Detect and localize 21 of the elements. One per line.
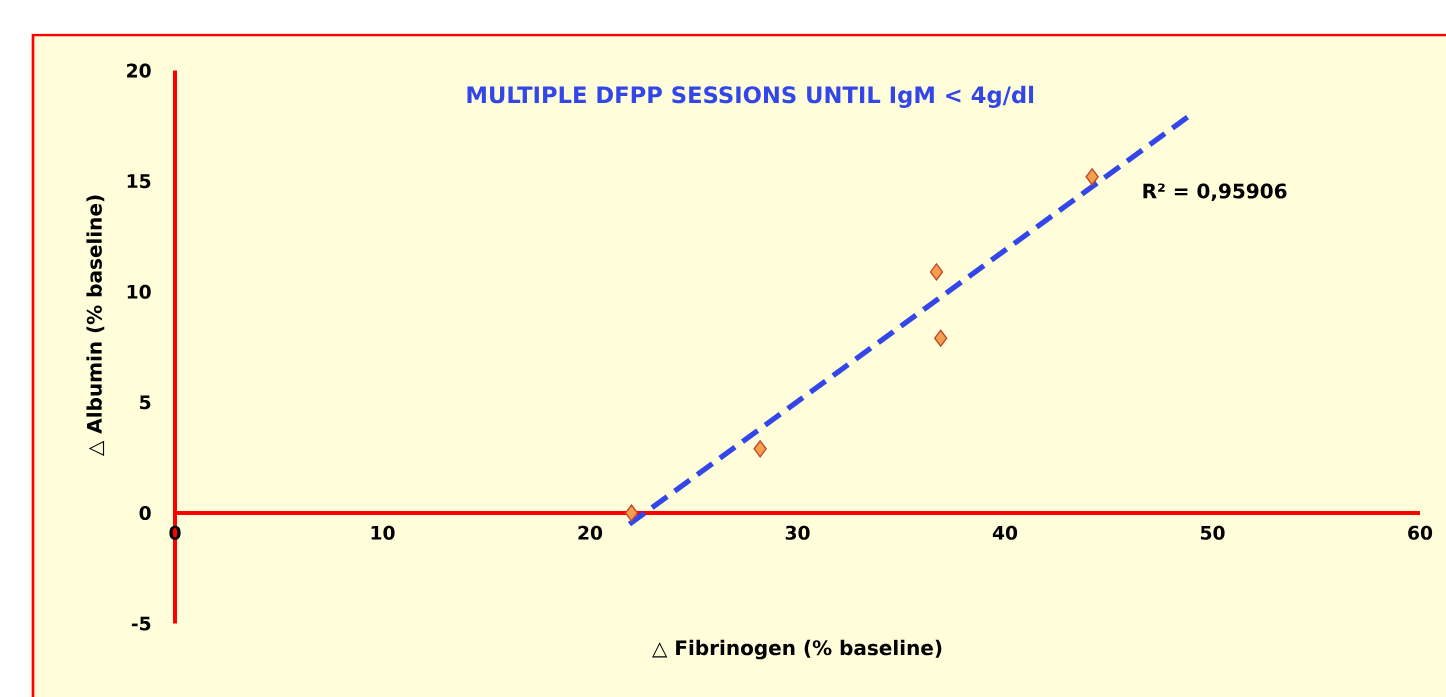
- point: [624, 504, 639, 522]
- y-tick-label: 20: [127, 63, 151, 78]
- y-tick-label: 15: [127, 174, 151, 189]
- point: [929, 263, 944, 281]
- point: [934, 329, 948, 347]
- x-tick-label: 50: [1200, 525, 1225, 540]
- annotation: R² = 0,95906: [1143, 183, 1287, 202]
- y-axis-title: △ Albumin (% baseline): [86, 195, 105, 457]
- x-tick-label: 30: [785, 525, 810, 540]
- x-tick-label: 60: [1408, 525, 1433, 540]
- y-tick-label: 5: [140, 395, 151, 410]
- y-tick-label: -5: [131, 616, 151, 631]
- x-tick-label: 40: [992, 525, 1018, 540]
- point: [1085, 168, 1099, 186]
- x-axis-title: △ Fibrinogen (% baseline): [652, 639, 942, 660]
- point: [753, 440, 767, 458]
- x-tick-label: 10: [371, 525, 395, 540]
- y-tick-label: 0: [139, 505, 151, 521]
- text: MULTIPLE DFPP SESSIONS UNTIL IgM < 4g/dl: [467, 85, 1034, 108]
- x-tick-label: 20: [578, 525, 603, 540]
- y-tick-label: 10: [127, 284, 151, 299]
